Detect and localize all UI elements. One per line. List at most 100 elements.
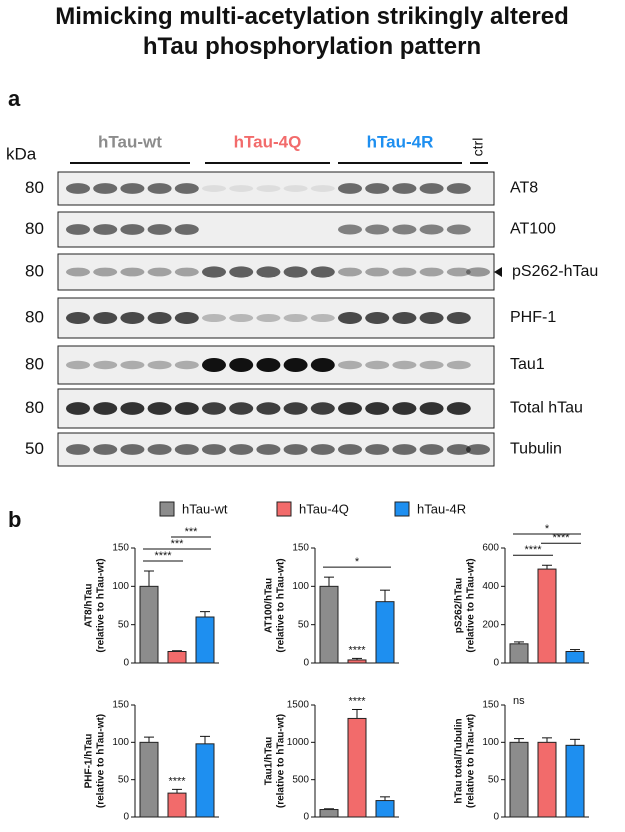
blot-band	[256, 185, 281, 192]
blot-band	[202, 402, 226, 415]
blot-band	[202, 266, 226, 278]
blot-band	[392, 224, 417, 235]
group-label: hTau-wt	[98, 132, 162, 151]
blot-band	[202, 185, 226, 192]
blot-band	[446, 224, 471, 235]
bar	[139, 585, 159, 664]
blot-band	[174, 360, 199, 370]
blot-band	[174, 267, 199, 277]
blot-band	[338, 183, 362, 194]
row-label: AT100	[510, 221, 556, 238]
y-axis-label: (relative to hTau-wt)	[276, 714, 287, 808]
blot-band	[66, 183, 90, 194]
blot-band	[310, 185, 335, 192]
blot-band	[446, 312, 471, 324]
y-tick-label: 150	[112, 700, 129, 711]
y-tick-label: 100	[292, 581, 309, 592]
blot-band	[419, 402, 444, 415]
marker-label: 80	[25, 219, 44, 238]
significance-label: ****	[524, 544, 542, 556]
bar	[139, 741, 159, 818]
blot-band	[365, 444, 390, 455]
y-axis-label: PHF-1/hTau	[84, 734, 95, 789]
significance-label: *	[545, 523, 550, 535]
legend-label: hTau-4R	[417, 501, 466, 516]
blot-band	[120, 402, 145, 415]
blot-band	[174, 444, 199, 455]
y-axis-label: (relative to hTau-wt)	[466, 714, 477, 808]
blot-band	[93, 402, 118, 415]
blot-band	[120, 444, 145, 455]
row-label: PHF-1	[510, 309, 556, 326]
blot-band	[256, 266, 281, 278]
legend-label: hTau-wt	[182, 501, 228, 516]
row-label: Tubulin	[510, 441, 562, 458]
blot-band	[93, 224, 118, 235]
bar	[565, 651, 585, 664]
bar	[319, 809, 339, 818]
blot-band	[147, 183, 172, 194]
blot-band	[365, 224, 390, 235]
blot-band	[310, 402, 335, 415]
unit-label: kDa	[6, 144, 37, 163]
blot-band	[147, 267, 172, 277]
y-tick-label: 50	[118, 774, 130, 785]
group-label: hTau-4R	[367, 132, 434, 151]
blot-band	[120, 183, 145, 194]
marker-label: 80	[25, 354, 44, 373]
blot-band	[419, 224, 444, 235]
blot-band	[310, 266, 335, 278]
blot-band	[392, 183, 417, 194]
marker-label: 80	[25, 261, 44, 280]
blot-band	[147, 402, 172, 415]
blot-band	[365, 402, 390, 415]
blot-band	[365, 267, 390, 277]
blot-band	[147, 360, 172, 370]
blot-band	[202, 314, 226, 322]
blot-band	[66, 224, 90, 235]
legend-label: hTau-4Q	[299, 501, 349, 516]
legend-swatch	[276, 501, 292, 517]
y-tick-label: 150	[482, 700, 499, 711]
figure-title: Mimicking multi-acetylation strikingly a…	[55, 3, 568, 60]
panel-label: b	[8, 507, 21, 532]
y-tick-label: 1500	[287, 700, 310, 711]
significance-label: ****	[552, 532, 570, 544]
blot-band	[338, 402, 362, 415]
blot-band	[66, 444, 90, 455]
y-tick-label: 50	[118, 619, 130, 630]
y-tick-label: 200	[482, 619, 499, 630]
blot-band	[365, 360, 390, 370]
marker-label: 80	[25, 398, 44, 417]
blot-band	[466, 444, 490, 455]
blot-band	[338, 224, 362, 235]
blot-band	[419, 444, 444, 455]
panel-label: a	[8, 86, 21, 111]
blot-band	[174, 402, 199, 415]
bar	[509, 741, 529, 818]
significance-label: ****	[154, 550, 172, 562]
y-axis-label: (relative to hTau-wt)	[96, 558, 107, 652]
bar	[565, 744, 585, 818]
y-tick-label: 0	[303, 658, 309, 669]
blot-band	[392, 402, 417, 415]
y-axis-label: (relative to hTau-wt)	[96, 714, 107, 808]
significance-label: ****	[168, 775, 186, 787]
blot-band	[466, 267, 490, 277]
blot-band	[229, 444, 254, 455]
blot-band	[310, 314, 335, 322]
blot-band	[283, 402, 308, 415]
blot-band	[392, 267, 417, 277]
row-label: Total hTau	[510, 400, 583, 417]
y-tick-label: 0	[123, 658, 129, 669]
blot-band	[419, 267, 444, 277]
blot-band	[392, 360, 417, 370]
blot-band	[174, 224, 199, 235]
blot-band	[93, 267, 118, 277]
blot-band	[392, 312, 417, 324]
bar	[347, 659, 367, 664]
row-label: pS262-hTau	[512, 263, 598, 280]
blot-band	[392, 444, 417, 455]
blot-band	[147, 444, 172, 455]
